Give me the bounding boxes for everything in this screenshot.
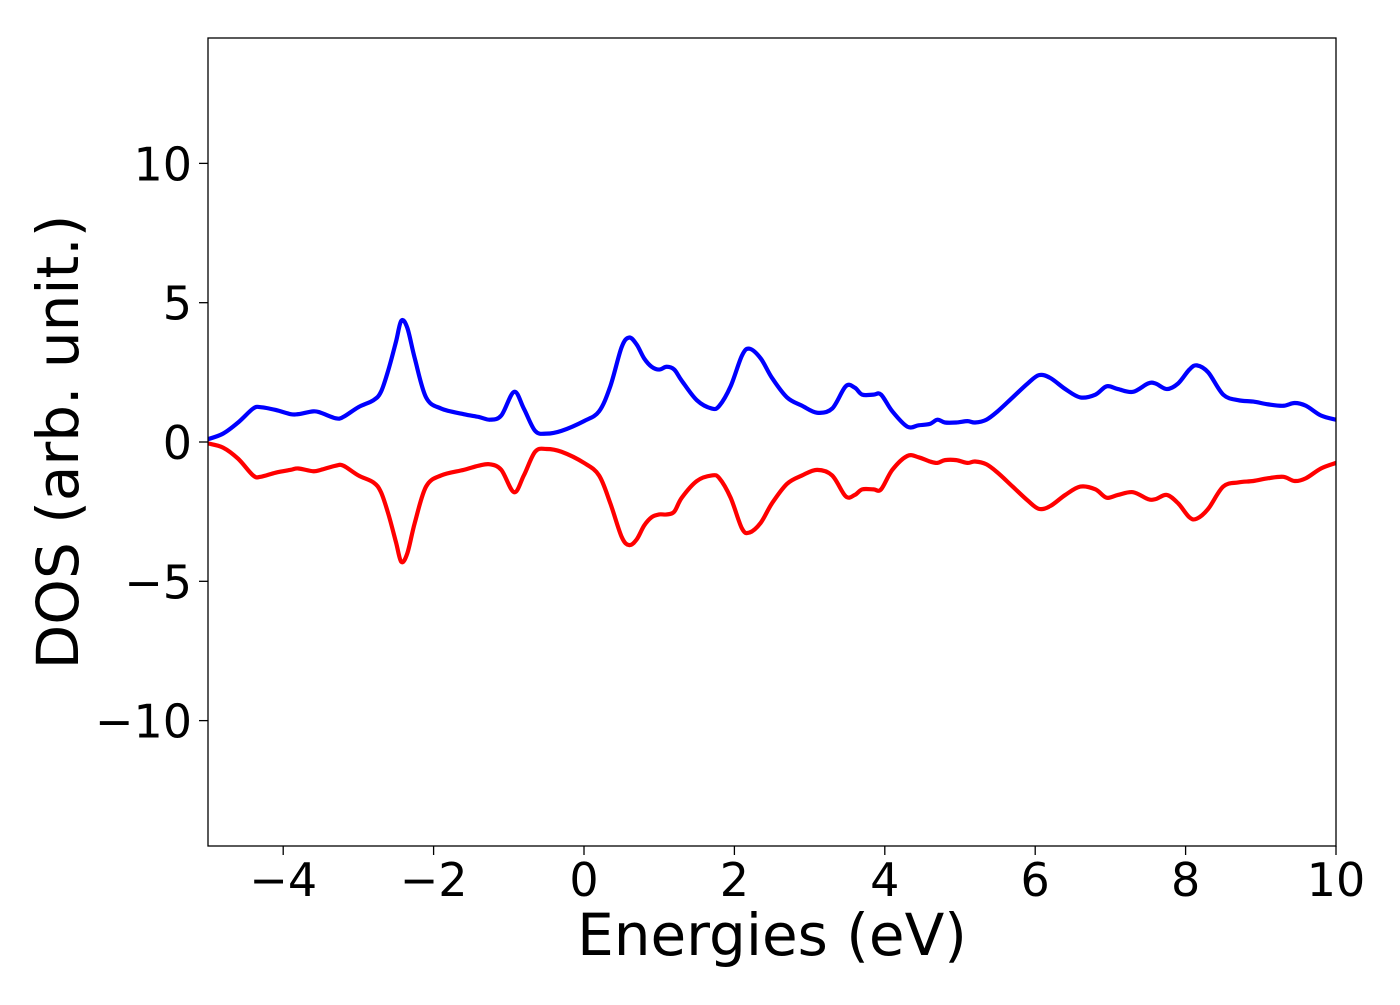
x-tick-label: 0	[569, 853, 598, 907]
series-layer	[208, 317, 1336, 565]
series-line-1	[208, 317, 1336, 442]
x-tick-label: 4	[870, 853, 899, 907]
y-axis-title: DOS (arb. unit.)	[24, 215, 92, 670]
x-tick-label: 8	[1171, 853, 1200, 907]
plot-frame	[207, 37, 1337, 847]
series-line-2	[208, 441, 1336, 565]
y-tick-label: 5	[163, 277, 192, 331]
y-tick-label: −10	[95, 695, 192, 749]
y-tick-label: 0	[163, 416, 192, 470]
y-tick-label: 10	[133, 137, 192, 191]
x-tick-label: −4	[249, 853, 317, 907]
x-tick-label: −2	[400, 853, 468, 907]
tick-layer: −4 −2 0 2 4 6 8 10 −10 −5 0 5 10	[95, 137, 1365, 907]
y-tick-label: −5	[124, 555, 192, 609]
x-axis-title: Energies (eV)	[577, 901, 967, 969]
x-tick-label: 10	[1307, 853, 1366, 907]
x-tick-label: 6	[1021, 853, 1050, 907]
x-tick-label: 2	[720, 853, 749, 907]
